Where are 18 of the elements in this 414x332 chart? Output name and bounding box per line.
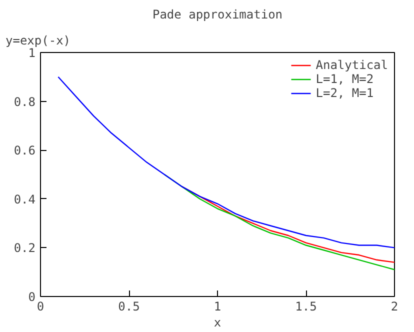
y-tick-label: 0.4	[14, 192, 36, 206]
x-tick-label: 1	[214, 300, 222, 314]
y-tick-label: 0.8	[14, 94, 36, 109]
x-axis-title: x	[214, 316, 222, 330]
legend-label: L=1, M=2	[316, 72, 374, 86]
y-tick-label: 0.6	[14, 144, 36, 158]
x-tick-label: 0	[36, 300, 44, 314]
y-axis-title: y=exp(-x)	[6, 34, 71, 48]
x-tick-label: 2	[390, 300, 398, 314]
y-tick-label: 0.2	[14, 241, 36, 256]
legend-label: Analytical	[316, 58, 388, 72]
x-tick-label: 1.5	[295, 300, 317, 314]
x-tick-label: 0.5	[118, 300, 140, 314]
legend-label: L=2, M=1	[316, 86, 374, 100]
line-series	[58, 76, 394, 248]
y-tick-label: 1	[28, 46, 36, 60]
y-tick-label: 0	[28, 290, 36, 304]
chart-title: Pade approximation	[152, 8, 283, 22]
